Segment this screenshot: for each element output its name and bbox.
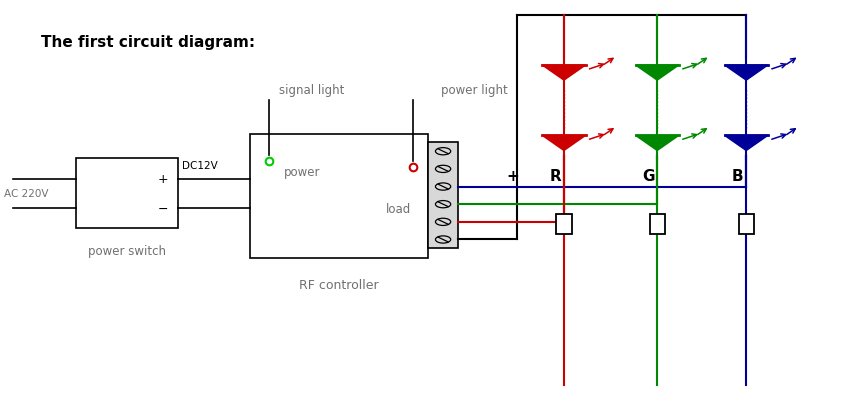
- Text: power: power: [284, 165, 321, 178]
- Bar: [250, 134, 428, 259]
- Text: power switch: power switch: [88, 244, 166, 257]
- Text: power light: power light: [441, 84, 507, 97]
- Polygon shape: [724, 136, 768, 151]
- Bar: [650, 215, 665, 235]
- Text: load: load: [386, 203, 411, 215]
- Polygon shape: [543, 136, 585, 151]
- Bar: [556, 215, 572, 235]
- Polygon shape: [543, 66, 585, 81]
- Text: RF controller: RF controller: [299, 278, 379, 291]
- Text: The first circuit diagram:: The first circuit diagram:: [42, 34, 255, 50]
- Text: R: R: [550, 169, 561, 184]
- Text: +: +: [158, 173, 168, 186]
- Polygon shape: [724, 66, 768, 81]
- Bar: [428, 143, 458, 249]
- Text: B: B: [732, 169, 744, 184]
- Text: AC 220V: AC 220V: [4, 188, 48, 198]
- Text: −: −: [158, 203, 168, 215]
- Text: DC12V: DC12V: [182, 160, 218, 170]
- Text: +: +: [506, 169, 520, 184]
- Bar: [76, 158, 178, 229]
- Text: G: G: [643, 169, 655, 184]
- Bar: [739, 215, 754, 235]
- Polygon shape: [636, 66, 678, 81]
- Text: signal light: signal light: [278, 84, 344, 97]
- Polygon shape: [636, 136, 678, 151]
